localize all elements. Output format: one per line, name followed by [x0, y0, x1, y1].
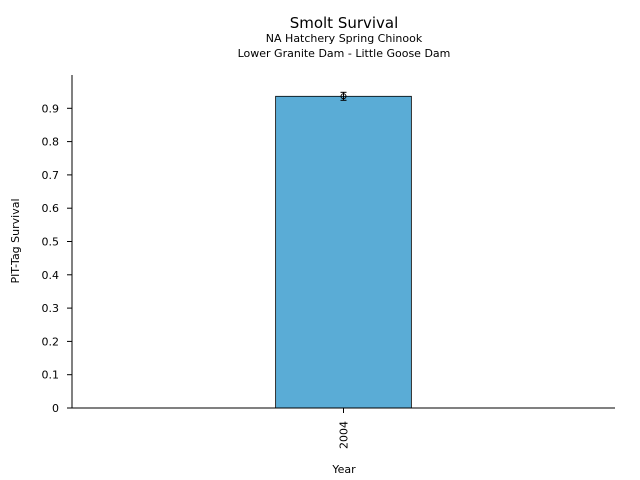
- y-tick-label: 0.5: [42, 236, 60, 249]
- y-tick-label: 0.8: [42, 136, 60, 149]
- plot-area: 0 0.1 0.2 0.3 0.4 0.5 0.6 0.7 0.8 0.9 2004: [42, 91, 412, 449]
- y-tick-label: 0.3: [42, 302, 60, 315]
- y-axis-label: PIT-Tag Survival: [9, 198, 22, 283]
- error-bar-marker: [340, 93, 347, 100]
- y-tick-label: 0.6: [42, 202, 60, 215]
- chart-title: Smolt Survival: [290, 14, 399, 32]
- y-tick-label: 0.1: [42, 369, 60, 382]
- chart-subtitle-line-2: Lower Granite Dam - Little Goose Dam: [238, 47, 451, 60]
- y-tick-label: 0.7: [42, 169, 60, 182]
- x-tick-label: 2004: [338, 421, 351, 449]
- x-axis-label: Year: [331, 463, 356, 476]
- y-tick-label: 0.9: [42, 102, 60, 115]
- y-tick-label: 0: [52, 402, 59, 415]
- bar: [275, 95, 412, 409]
- chart-subtitle-line-1: NA Hatchery Spring Chinook: [266, 32, 423, 45]
- y-tick-label: 0.4: [42, 269, 60, 282]
- y-tick-label: 0.2: [42, 335, 60, 348]
